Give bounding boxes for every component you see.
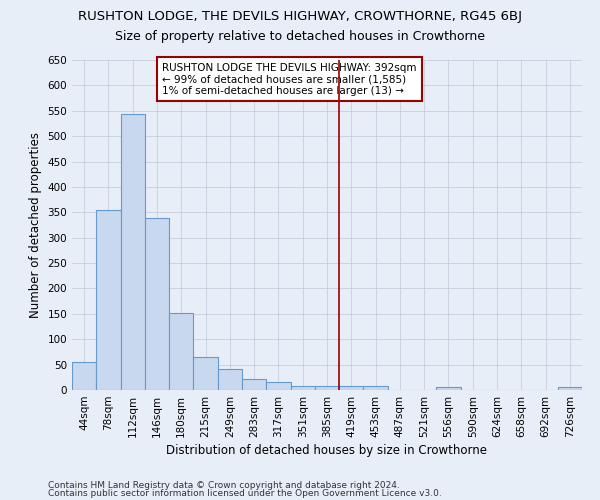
Y-axis label: Number of detached properties: Number of detached properties — [29, 132, 42, 318]
Bar — [315, 386, 339, 390]
Bar — [558, 388, 582, 390]
Bar — [145, 218, 169, 390]
Bar — [169, 313, 193, 390]
Bar — [72, 362, 96, 390]
Bar — [290, 386, 315, 390]
Text: RUSHTON LODGE THE DEVILS HIGHWAY: 392sqm
← 99% of detached houses are smaller (1: RUSHTON LODGE THE DEVILS HIGHWAY: 392sqm… — [162, 62, 416, 96]
Bar — [436, 388, 461, 390]
Bar — [242, 379, 266, 390]
Text: Contains HM Land Registry data © Crown copyright and database right 2024.: Contains HM Land Registry data © Crown c… — [48, 481, 400, 490]
Bar — [266, 382, 290, 390]
Bar — [193, 357, 218, 390]
Bar — [121, 114, 145, 390]
Text: Contains public sector information licensed under the Open Government Licence v3: Contains public sector information licen… — [48, 488, 442, 498]
Bar — [339, 386, 364, 390]
Bar — [96, 210, 121, 390]
Text: RUSHTON LODGE, THE DEVILS HIGHWAY, CROWTHORNE, RG45 6BJ: RUSHTON LODGE, THE DEVILS HIGHWAY, CROWT… — [78, 10, 522, 23]
Text: Size of property relative to detached houses in Crowthorne: Size of property relative to detached ho… — [115, 30, 485, 43]
Bar — [218, 368, 242, 390]
X-axis label: Distribution of detached houses by size in Crowthorne: Distribution of detached houses by size … — [167, 444, 487, 457]
Bar — [364, 386, 388, 390]
